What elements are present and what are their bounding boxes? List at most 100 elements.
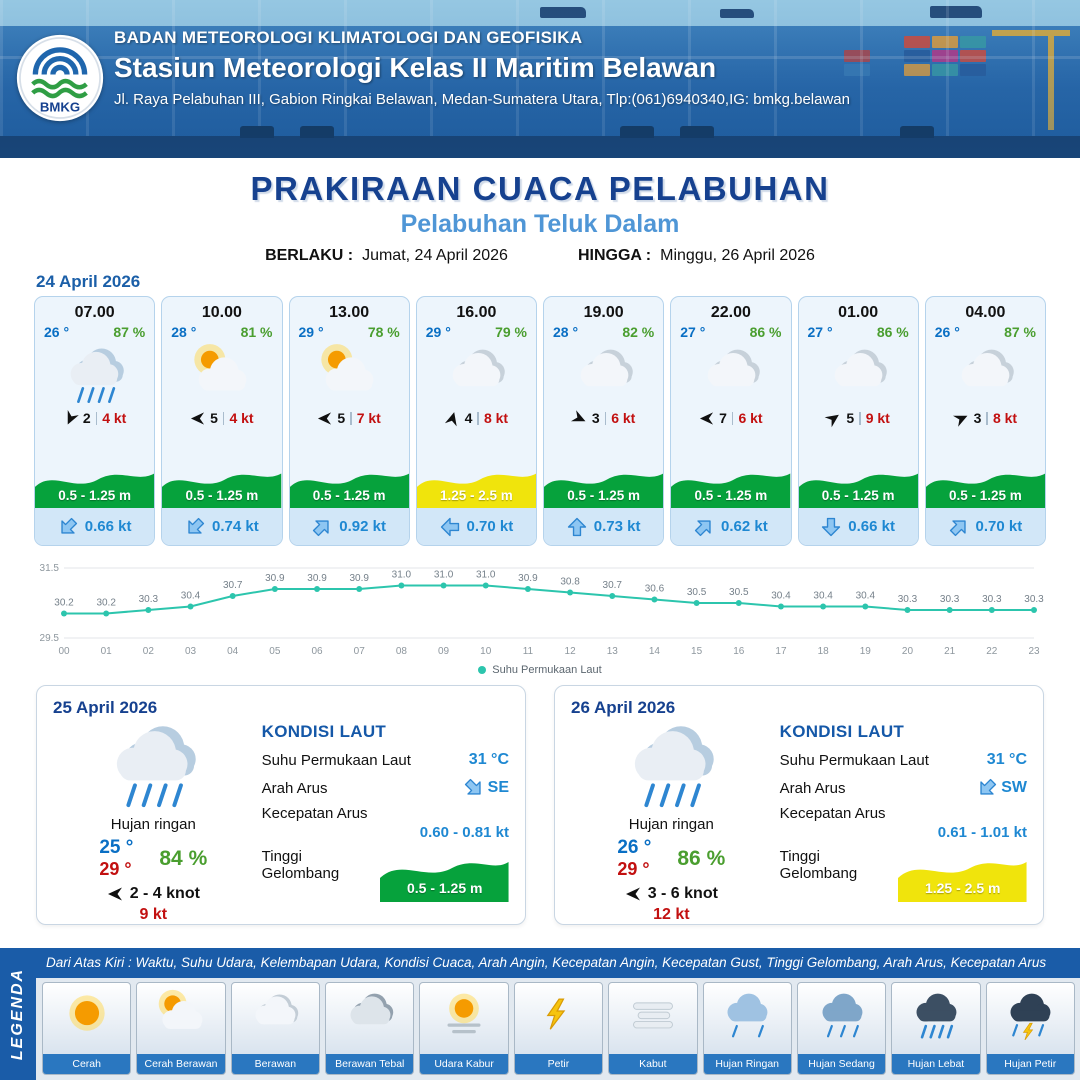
forecast-card: 19.00 28 ° 82 % 3 6 kt 0.5 - 1.25 m 0.73… — [543, 296, 665, 546]
current-speed: 0.70 kt — [466, 518, 514, 535]
weather-icon — [191, 342, 253, 406]
svg-text:30.7: 30.7 — [603, 580, 623, 591]
page-title: PRAKIRAAN CUACA PELABUHAN — [250, 170, 830, 207]
svg-text:09: 09 — [438, 646, 450, 657]
svg-text:31.0: 31.0 — [434, 570, 454, 581]
bmkg-logo: BMKG — [16, 34, 104, 122]
wind-row: 3 6 kt — [569, 408, 636, 428]
legend-title: LEGENDA — [9, 967, 27, 1061]
forecast-card: 07.00 26 ° 87 % 2 4 kt 0.5 - 1.25 m 0.66… — [34, 296, 156, 546]
humidity: 86 % — [749, 324, 782, 340]
forecast-time: 19.00 — [583, 304, 624, 321]
svg-text:10: 10 — [480, 646, 492, 657]
wave-height: 0.5 - 1.25 m — [694, 488, 768, 503]
svg-text:30.6: 30.6 — [645, 584, 665, 595]
divider — [604, 411, 607, 425]
wind-speed: 7 — [719, 410, 727, 426]
weather-icon — [625, 718, 717, 815]
svg-text:19: 19 — [860, 646, 872, 657]
svg-text:30.9: 30.9 — [349, 573, 369, 584]
legend-item-label: Udara Kabur — [420, 1054, 508, 1074]
svg-text:30.4: 30.4 — [771, 591, 791, 602]
title-block: PRAKIRAAN CUACA PELABUHAN Pelabuhan Telu… — [0, 158, 1080, 265]
legend-item: Hujan Sedang — [796, 982, 887, 1075]
svg-text:30.4: 30.4 — [856, 591, 876, 602]
legend-item: Udara Kabur — [419, 982, 509, 1075]
wind-row: 4 8 kt — [444, 410, 509, 426]
current-speed-label: Kecepatan Arus — [261, 805, 368, 822]
wave-height-band: 0.5 - 1.25 m — [35, 462, 155, 508]
sst-value: 31 °C — [986, 751, 1027, 768]
svg-text:14: 14 — [649, 646, 661, 657]
wave-height: 0.5 - 1.25 m — [185, 488, 259, 503]
wind-speed: 3 — [973, 410, 982, 426]
current-row: 0.66 kt — [798, 508, 918, 545]
current-speed: 0.74 kt — [212, 518, 259, 535]
wind-gust: 12 kt — [653, 906, 690, 923]
svg-text:29.5: 29.5 — [40, 633, 60, 644]
svg-text:30.4: 30.4 — [813, 591, 833, 602]
legend-dot-icon — [478, 666, 487, 674]
validity-period: BERLAKU : Jumat, 24 April 2026 HINGGA : … — [0, 247, 1080, 265]
wave-height-band: 1.25 - 2.5 m — [416, 462, 536, 508]
wave-height: 0.5 - 1.25 m — [312, 488, 386, 503]
legend-label: Suhu Permukaan Laut — [492, 664, 602, 676]
current-speed-value: 0.60 - 0.81 kt — [419, 824, 509, 841]
forecast-time: 04.00 — [965, 304, 1006, 321]
cerah-icon — [61, 988, 113, 1045]
wind-direction-icon — [625, 886, 641, 902]
station-address: Jl. Raya Pelabuhan III, Gabion Ringkai B… — [114, 91, 850, 108]
legend-item: Kabut — [608, 982, 698, 1075]
humidity: 78 % — [367, 324, 400, 340]
wave-height-label: Tinggi Gelombang — [261, 848, 340, 882]
wind-gust: 6 kt — [611, 410, 636, 426]
svg-text:18: 18 — [818, 646, 830, 657]
current-row: 0.70 kt — [925, 508, 1045, 545]
svg-text:30.5: 30.5 — [729, 587, 749, 598]
legend-item-label: Hujan Ringan — [703, 1054, 791, 1074]
forecast-time: 16.00 — [456, 304, 497, 321]
wave-height-band: 0.5 - 1.25 m — [380, 848, 509, 902]
wind-direction-icon — [569, 408, 589, 428]
weather-icon — [318, 342, 380, 406]
humidity: 82 % — [622, 324, 655, 340]
legend-item: Berawan — [230, 982, 321, 1075]
svg-text:30.4: 30.4 — [181, 591, 201, 602]
weather-icon — [107, 718, 199, 815]
petir-icon — [532, 988, 584, 1045]
forecast-date: 24 April 2026 — [36, 272, 141, 291]
hujan-petir-icon — [1004, 988, 1056, 1045]
current-speed: 0.66 kt — [84, 518, 132, 535]
current-direction-icon — [690, 512, 718, 540]
svg-text:03: 03 — [185, 646, 197, 657]
current-direction-value: SW — [1001, 779, 1027, 796]
wind-gust: 4 kt — [229, 410, 254, 426]
current-row: 0.92 kt — [289, 508, 409, 545]
svg-text:20: 20 — [902, 646, 914, 657]
wind-gust: 8 kt — [483, 410, 509, 426]
day-summary-row: 25 April 2026 Hujan ringan 25 ° 84 % 29 … — [36, 685, 1044, 925]
sst-label: Suhu Permukaan Laut — [261, 751, 411, 769]
svg-text:17: 17 — [775, 646, 787, 657]
svg-text:30.9: 30.9 — [307, 573, 327, 584]
wind-row: 3 8 kt — [952, 410, 1017, 427]
wind-row: 7 6 kt — [699, 410, 763, 426]
forecast-time: 01.00 — [838, 304, 879, 321]
current-direction-label: Arah Arus — [261, 779, 328, 797]
current-speed: 0.92 kt — [339, 518, 386, 535]
wave-height: 0.5 - 1.25 m — [58, 488, 132, 503]
header: BMKG BADAN METEOROLOGI KLIMATOLOGI DAN G… — [0, 0, 1080, 158]
humidity: 87 % — [113, 324, 146, 340]
station-name: Stasiun Meteorologi Kelas II Maritim Bel… — [114, 52, 717, 83]
wave-height: 0.5 - 1.25 m — [948, 488, 1022, 503]
weather-icon — [64, 342, 126, 406]
wind-speed: 5 — [210, 410, 218, 426]
port-name: Pelabuhan Teluk Dalam — [400, 210, 680, 238]
current-row: 0.73 kt — [544, 508, 664, 545]
svg-text:06: 06 — [311, 646, 323, 657]
air-temp: 29 ° — [298, 324, 324, 340]
current-speed: 0.66 kt — [848, 518, 895, 535]
wave-height-band: 0.5 - 1.25 m — [162, 462, 282, 508]
divider — [477, 411, 479, 425]
hingga-label: HINGGA : — [577, 247, 652, 264]
